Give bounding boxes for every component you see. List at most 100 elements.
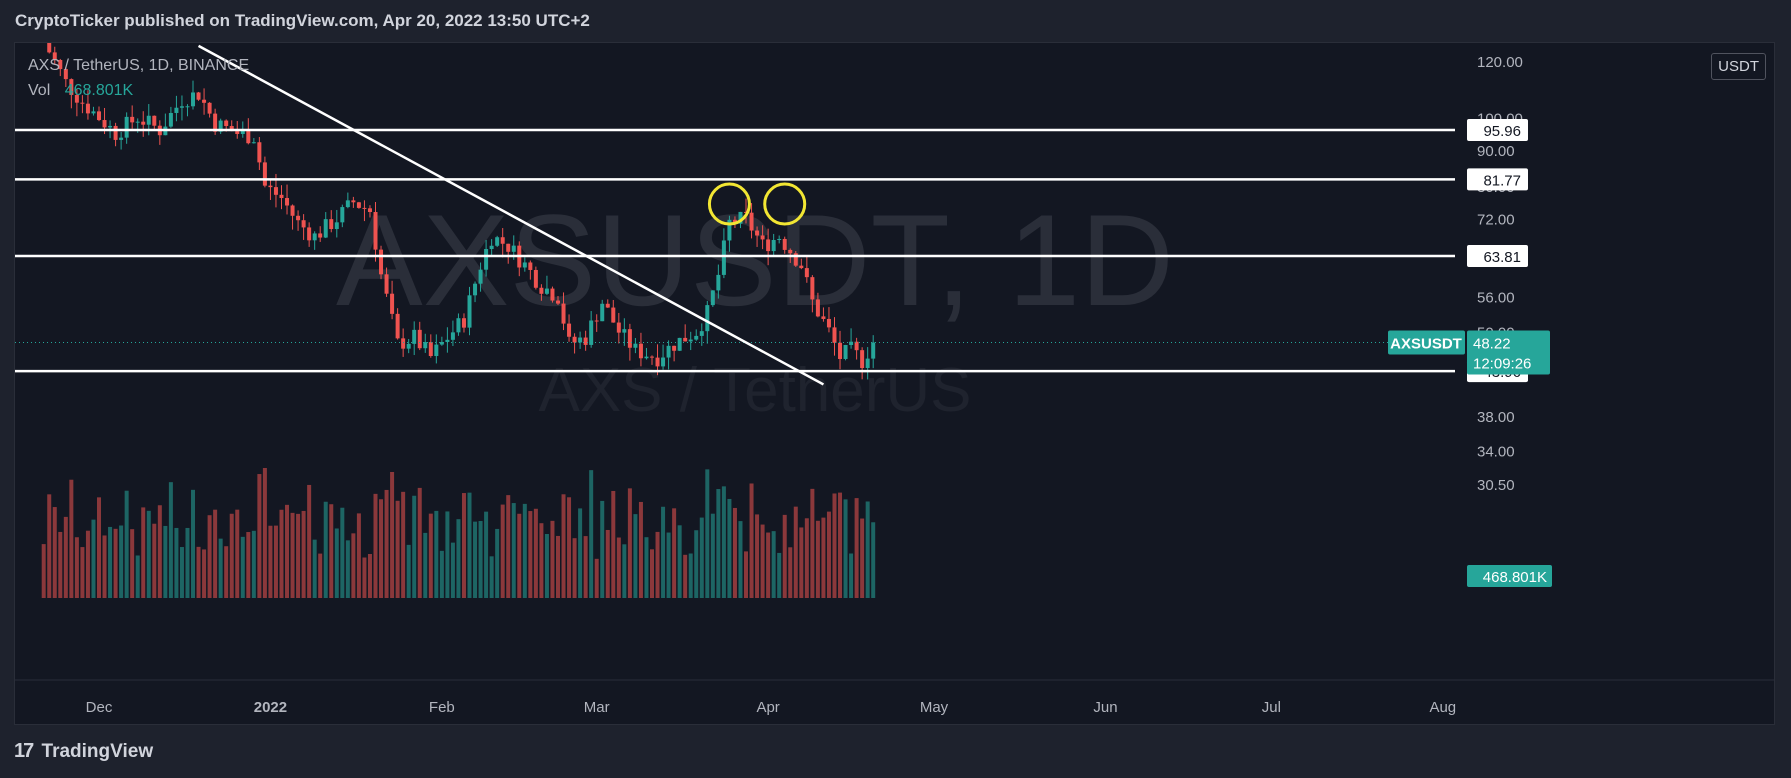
volume-bar — [849, 553, 854, 598]
candle-body — [644, 356, 649, 359]
volume-bar — [611, 490, 616, 598]
chart-pane[interactable]: AXSUSDT, 1D AXS / TetherUS 120.00 100.00 90.… — [14, 42, 1775, 725]
candle — [567, 314, 572, 342]
candle — [246, 118, 251, 145]
candle — [838, 330, 843, 370]
volume-bar — [755, 514, 760, 598]
volume-bar — [672, 508, 677, 598]
volume-bar — [821, 517, 826, 598]
volume-bar — [58, 531, 63, 598]
candle — [285, 184, 290, 215]
watermark-subtext: AXS / TetherUS — [538, 356, 971, 425]
volume-bar — [384, 489, 389, 598]
candle-body — [47, 43, 52, 53]
candle-body — [716, 274, 721, 291]
level-price-label-bg — [1467, 244, 1528, 267]
volume-bar — [257, 474, 262, 598]
candle — [268, 178, 273, 200]
volume-bar — [522, 503, 527, 598]
candle-body — [661, 357, 666, 367]
candle-body — [329, 219, 334, 230]
candle-body — [838, 342, 843, 359]
candle-body — [694, 335, 699, 340]
volume-bar — [379, 499, 384, 598]
candle-body — [412, 329, 417, 344]
volume-bar — [191, 489, 196, 598]
candle-body — [152, 115, 157, 126]
level-price-label-text: 81.77 — [1483, 172, 1521, 189]
chart-legend: AXS / TetherUS, 1D, BINANCE Vol 468.801K — [28, 53, 249, 103]
candle — [677, 337, 682, 352]
volume-bar — [157, 505, 162, 598]
volume-bar — [91, 519, 96, 598]
candle-body — [445, 339, 450, 343]
volume-bar — [744, 551, 749, 598]
candle-body — [611, 307, 616, 323]
volume-scale-label-text: 468.801K — [1483, 569, 1547, 586]
candle-body — [871, 342, 876, 359]
volume-bar — [262, 468, 267, 598]
volume-bar — [826, 511, 831, 598]
candle — [179, 95, 184, 121]
candle — [80, 95, 85, 114]
candle-body — [379, 249, 384, 275]
unit-badge[interactable]: USDT — [1711, 53, 1766, 80]
candle — [821, 307, 826, 322]
candle-body — [113, 125, 118, 140]
candle-body — [146, 115, 151, 125]
candle — [771, 233, 776, 257]
candle-body — [721, 240, 726, 275]
candle — [572, 333, 577, 354]
candle-body — [191, 92, 196, 107]
candle — [583, 330, 588, 351]
volume-bar — [561, 494, 566, 598]
candle-body — [262, 162, 267, 186]
symbol-tag-text: AXSUSDT — [1390, 336, 1462, 353]
y-tick-label: 34.00 — [1477, 443, 1515, 460]
volume-bar — [318, 553, 323, 598]
volume-bar — [578, 508, 583, 598]
candle-body — [522, 262, 527, 268]
volume-bar — [174, 527, 179, 598]
candle — [262, 156, 267, 188]
candle-body — [672, 345, 677, 351]
symbol-line[interactable]: AXS / TetherUS, 1D, BINANCE — [28, 57, 250, 74]
candle-body — [58, 59, 63, 70]
candle — [58, 58, 63, 77]
volume-bar — [390, 471, 395, 598]
candle — [218, 118, 223, 134]
y-tick-label: 72.00 — [1477, 212, 1515, 229]
candle — [528, 260, 533, 280]
volume-bar — [119, 525, 124, 598]
candle — [323, 212, 328, 239]
volume-bar — [152, 523, 157, 598]
last-price-bg — [1467, 330, 1550, 375]
candle — [367, 205, 372, 218]
volume-bar — [793, 506, 798, 598]
candle — [130, 105, 135, 129]
candle — [257, 137, 262, 170]
candle — [522, 257, 527, 272]
candle — [544, 275, 549, 296]
volume-bar — [124, 490, 129, 598]
volume-bar — [716, 489, 721, 598]
volume-bar — [777, 552, 782, 598]
candle-body — [760, 235, 765, 240]
candle-body — [273, 187, 278, 195]
candle-body — [213, 113, 218, 132]
candle-body — [666, 345, 671, 358]
tradingview-logo[interactable]: 17 TradingView — [14, 740, 153, 763]
symbol-tag-bg — [1388, 330, 1465, 355]
candle — [113, 122, 118, 147]
watermark-text: AXSUSDT, 1D — [336, 187, 1174, 333]
volume-bar — [406, 544, 411, 598]
candle-body — [616, 322, 621, 333]
candle-body — [367, 208, 372, 213]
candle-body — [865, 358, 870, 368]
candle-body — [544, 288, 549, 294]
candle — [755, 226, 760, 247]
candle-body — [373, 212, 378, 250]
y-tick-label: 90.00 — [1477, 143, 1515, 160]
volume-bar — [788, 547, 793, 598]
